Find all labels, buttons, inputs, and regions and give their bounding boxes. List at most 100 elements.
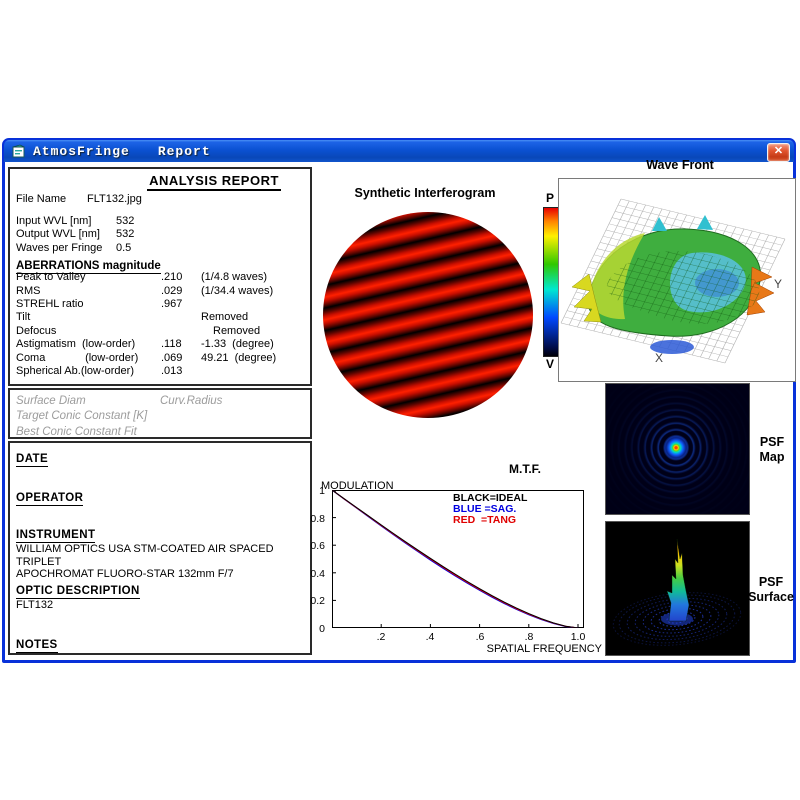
psf-surface-label-line1: PSF — [758, 575, 784, 589]
aberration-row: STREHL ratio .967 — [16, 297, 304, 310]
mtf-y-tick: 1 — [319, 485, 325, 497]
param-label: Waves per Fringe — [16, 241, 103, 254]
aberration-value: .029 — [161, 284, 183, 297]
instrument-line1: WILLIAM OPTICS USA STM-COATED AIR SPACED… — [16, 543, 274, 568]
mtf-y-ticks: 1 0.8 0.6 0.4 0.2 0 — [298, 485, 328, 635]
param-value: 532 — [116, 215, 135, 228]
window-title-doc: Report — [157, 143, 211, 159]
metadata-panel: DATE OPERATOR INSTRUMENT WILLIAM OPTICS … — [8, 441, 312, 655]
param-label: Input WVL [nm] — [16, 215, 92, 228]
mtf-x-tick: .2 — [376, 631, 386, 643]
aberration-row: Astigmatism (low-order) .118 -1.33 (degr… — [16, 338, 304, 351]
aberration-extra: 49.21 (degree) — [201, 351, 277, 364]
mtf-y-tick: 0.2 — [310, 595, 325, 608]
psf-spike — [666, 538, 690, 622]
title-bar[interactable]: AtmosFringe Report ✕ — [4, 140, 794, 162]
aberration-label: STREHL ratio — [16, 298, 84, 311]
aberrations-heading-text: ABERRATIONS magnitude — [16, 259, 161, 274]
operator-heading: OPERATOR — [16, 492, 84, 506]
close-button[interactable]: ✕ — [767, 143, 790, 162]
colorbar — [543, 207, 559, 357]
aberration-row: Tilt Removed — [16, 311, 304, 324]
aberration-extra: Removed — [201, 311, 249, 324]
app-window: AtmosFringe Report ✕ ANALYSIS REPORT Fil… — [2, 138, 796, 663]
aberration-value: .118 — [161, 338, 182, 351]
conic-panel: Surface Diam Curv.Radius Target Conic Co… — [8, 388, 312, 439]
psf-surface-label-line2: Surface — [748, 590, 794, 604]
mtf-x-ticks: .2 .4 .6 .8 1.0 — [332, 631, 592, 643]
analysis-report-heading-text: ANALYSIS REPORT — [147, 173, 281, 191]
aberration-label: Astigmatism (low-order) — [16, 338, 136, 351]
aberration-extra: (1/34.4 waves) — [201, 284, 274, 297]
synthetic-interferogram-image — [323, 212, 533, 418]
aberration-extra: Removed — [213, 324, 261, 337]
mtf-legend-ideal: BLACK=IDEAL — [453, 492, 528, 504]
psf-map-label-line2: Map — [759, 450, 785, 464]
aberration-row: Peak to Valley .210 (1/4.8 waves) — [16, 271, 304, 284]
wavefront-surface — [560, 198, 786, 364]
aberration-label: Tilt — [16, 311, 31, 324]
optic-description-value: FLT132 — [16, 598, 54, 611]
wavefront-cyan-spike — [652, 217, 667, 231]
psf-map-image — [605, 383, 750, 515]
aberration-extra: -1.33 (degree) — [201, 338, 274, 351]
mtf-y-axis-label: MODULATION — [321, 480, 394, 492]
interferogram-title: Synthetic Interferogram — [354, 186, 496, 200]
psf-map-label: PSF Map — [747, 435, 797, 465]
analysis-report-heading: ANALYSIS REPORT — [16, 172, 304, 191]
mtf-x-tick: 1.0 — [570, 631, 586, 643]
mtf-y-tick: 0.8 — [310, 512, 325, 525]
conic-row: Best Conic Constant Fit — [16, 424, 304, 440]
optic-description-heading: OPTIC DESCRIPTION — [16, 584, 140, 599]
mtf-x-tick: .6 — [475, 631, 485, 643]
file-name-value: FLT132.jpg — [87, 192, 142, 205]
param-row: Input WVL [nm] 532 — [16, 214, 304, 227]
wavefront-yellow-spikes — [571, 273, 602, 323]
aberration-value: .013 — [161, 364, 183, 377]
mtf-x-tick: .8 — [524, 631, 534, 643]
psf-surface-label: PSF Surface — [741, 575, 800, 605]
mtf-legend: BLACK=IDEAL BLUE =SAG. RED =TANG — [453, 493, 527, 525]
wavefront-blue-region — [695, 269, 739, 297]
analysis-report-panel: ANALYSIS REPORT File Name FLT132.jpg Inp… — [8, 167, 312, 386]
wavefront-plot: Y X — [558, 178, 796, 382]
wavefront-y-axis-label: Y — [774, 277, 783, 291]
psf-surface-image — [605, 521, 750, 656]
mtf-x-axis-label: SPATIAL FREQUENCY — [486, 643, 602, 655]
aberration-extra: (1/4.8 waves) — [201, 271, 268, 284]
mtf-y-tick: 0 — [319, 623, 325, 635]
aberration-row: Coma (low-order) .069 49.21 (degree) — [16, 351, 304, 364]
surface-diam-label: Surface Diam — [16, 394, 86, 407]
psf-surface-plot — [606, 522, 749, 655]
param-value: 0.5 — [116, 241, 132, 254]
param-row: Output WVL [nm] 532 — [16, 228, 304, 241]
aberration-value: .210 — [161, 271, 183, 284]
aberration-row: RMS .029 (1/34.4 waves) — [16, 284, 304, 297]
aberration-value: .069 — [161, 351, 183, 364]
window-title-app: AtmosFringe — [33, 143, 130, 159]
param-value: 532 — [116, 228, 135, 241]
mtf-y-tick: 0.4 — [310, 567, 325, 580]
notes-heading: NOTES — [16, 639, 58, 653]
target-conic-label: Target Conic Constant [K] — [16, 410, 148, 423]
mtf-plot — [332, 490, 584, 628]
aberration-value: .967 — [161, 298, 183, 311]
app-icon — [12, 144, 25, 158]
psf-map-label-line1: PSF — [759, 435, 785, 449]
mtf-x-tick: .4 — [425, 631, 435, 643]
wavefront-cyan-spike — [697, 215, 713, 230]
best-fit-label: Best Conic Constant Fit — [16, 425, 137, 438]
aberration-label: Defocus — [16, 324, 57, 337]
mtf-y-tick: 0.6 — [310, 540, 325, 553]
wavefront-x-axis-label: X — [655, 351, 664, 365]
mtf-legend-tang: RED =TANG — [453, 513, 517, 526]
colorbar-peak-label: P — [545, 191, 554, 205]
file-name-row: File Name FLT132.jpg — [16, 192, 304, 205]
aberration-label: Spherical Ab.(low-order) — [16, 364, 134, 377]
conic-row: Target Conic Constant [K] — [16, 409, 304, 425]
param-row: Waves per Fringe 0.5 — [16, 241, 304, 254]
file-name-label: File Name — [16, 192, 67, 205]
mtf-title: M.T.F. — [509, 462, 541, 476]
mtf-legend-sag: BLUE =SAG. — [453, 502, 517, 515]
